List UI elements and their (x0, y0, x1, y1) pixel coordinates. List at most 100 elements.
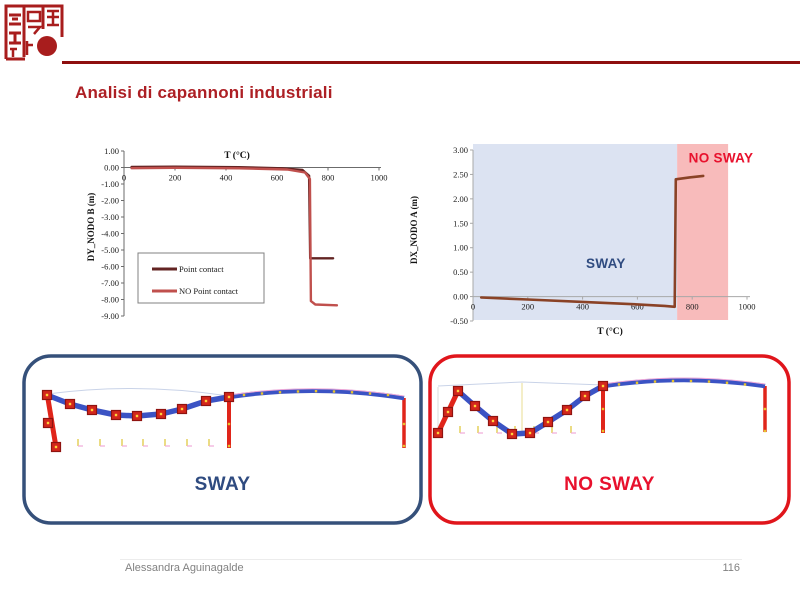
x-tick-label: 1000 (371, 173, 388, 183)
node-marker-center (204, 399, 208, 403)
chart-dx-nodo-a: 3.00 2.50 2.00 1.50 1.00 0.50 0.00 -0.500 200 400… (409, 144, 756, 337)
x-tick-label: 600 (271, 173, 284, 183)
x-tick-label: 0 (471, 302, 475, 312)
y-tick-label: -9.00 (101, 311, 119, 321)
footer-author: Alessandra Aguinagalde (125, 562, 244, 574)
node-marker-center (583, 394, 587, 398)
y-tick-label: 2.50 (453, 169, 468, 179)
beam-right-span (602, 377, 766, 389)
node-marker-center (159, 412, 163, 416)
tick-dot (743, 383, 747, 386)
x-axis-label: T (°C) (597, 326, 623, 337)
tick-dot (227, 422, 231, 426)
series-no-point-contact (130, 166, 339, 307)
no-sway-caption: NO SWAY (564, 474, 655, 495)
sway-panel: SWAY (22, 354, 423, 525)
chart-region-no-sway (677, 144, 729, 320)
tick-dot (314, 390, 318, 393)
tick-dot (242, 393, 246, 397)
node-marker-center (114, 413, 118, 417)
y-tick-label: -6.00 (101, 262, 119, 272)
tick-dot (386, 393, 390, 397)
x-tick-label: 1000 (739, 302, 756, 312)
seal-blob (37, 36, 57, 56)
y-tick-label: 2.00 (453, 194, 468, 204)
chart-title: T (°C) (224, 150, 250, 161)
x-tick-label: 0 (122, 173, 126, 183)
node-marker-center (546, 420, 550, 424)
tick-dot (296, 390, 300, 393)
no-sway-panel-border (428, 354, 791, 525)
tick-dot (707, 380, 711, 383)
tick-dot (689, 379, 693, 383)
node-marker-center (528, 431, 532, 435)
y-tick-label: 0.00 (453, 292, 468, 302)
y-tick-label: 0.50 (453, 267, 468, 277)
tick-dot (227, 444, 231, 448)
legend-label: Point contact (179, 264, 224, 274)
series-dx_nodo-a (479, 174, 705, 309)
x-tick-label: 400 (220, 173, 233, 183)
sway-structure-diagram (22, 354, 423, 525)
seal-stamp-logo (4, 4, 64, 61)
tick-dot (635, 381, 639, 384)
x-tick-label: 800 (686, 302, 699, 312)
tick-dot (763, 429, 767, 433)
tick-dot (278, 391, 282, 394)
node-marker-center (456, 389, 460, 393)
tick-dot (368, 392, 372, 395)
tick-dot (671, 379, 675, 383)
footer-page-number: 116 (722, 562, 740, 574)
y-tick-label: -3.00 (101, 212, 119, 222)
node-marker-center (446, 410, 450, 414)
tick-dot (332, 390, 336, 393)
chart-region-sway (473, 144, 678, 320)
node-marker-center (90, 408, 94, 412)
y-tick-label: 1.00 (453, 243, 468, 253)
beam-overlay-line (228, 388, 405, 397)
tick-dot (617, 383, 621, 386)
y-tick-label: 0.00 (104, 163, 119, 173)
page-title: Analisi di capannoni industriali (75, 83, 333, 102)
y-tick-label: 1.50 (453, 218, 468, 228)
tick-dot (601, 429, 605, 433)
tick-dot (350, 391, 354, 394)
no-sway-panel: NO SWAY (428, 354, 791, 525)
node-marker-center (436, 431, 440, 435)
y-tick-label: -2.00 (101, 196, 119, 206)
y-tick-label: -0.50 (450, 316, 468, 326)
node-marker-center (135, 414, 139, 418)
tick-dot (653, 380, 657, 383)
node-marker-center (54, 445, 58, 449)
footer-divider-line (120, 559, 742, 560)
undeformed-shape-line (437, 381, 604, 387)
y-tick-label: -5.00 (101, 245, 119, 255)
node-marker-center (601, 384, 605, 388)
node-marker-center (491, 419, 495, 423)
x-tick-label: 200 (169, 173, 182, 183)
node-marker-center (45, 393, 49, 397)
node-marker-center (473, 404, 477, 408)
region-label-sway: SWAY (586, 256, 626, 271)
node-marker-center (68, 402, 72, 406)
node-marker-center (510, 432, 514, 436)
legend-label: NO Point contact (179, 286, 239, 296)
region-label-no-sway: NO SWAY (689, 151, 754, 166)
y-tick-label: -8.00 (101, 295, 119, 305)
tick-dot (725, 381, 729, 384)
y-axis-label: DX_NODO A (m) (409, 196, 419, 264)
legend-box (137, 252, 265, 304)
sway-caption: SWAY (194, 474, 251, 495)
header-divider-line (62, 61, 800, 64)
y-tick-label: 1.00 (104, 146, 119, 156)
x-tick-label: 600 (631, 302, 644, 312)
tick-dot (402, 444, 406, 448)
sway-panel-border (22, 354, 423, 525)
node-marker-center (46, 421, 50, 425)
y-tick-label: -4.00 (101, 229, 119, 239)
undeformed-shape-line (46, 387, 230, 397)
no-sway-structure-diagram (428, 354, 791, 525)
tick-dot (601, 407, 605, 411)
x-tick-label: 200 (521, 302, 534, 312)
